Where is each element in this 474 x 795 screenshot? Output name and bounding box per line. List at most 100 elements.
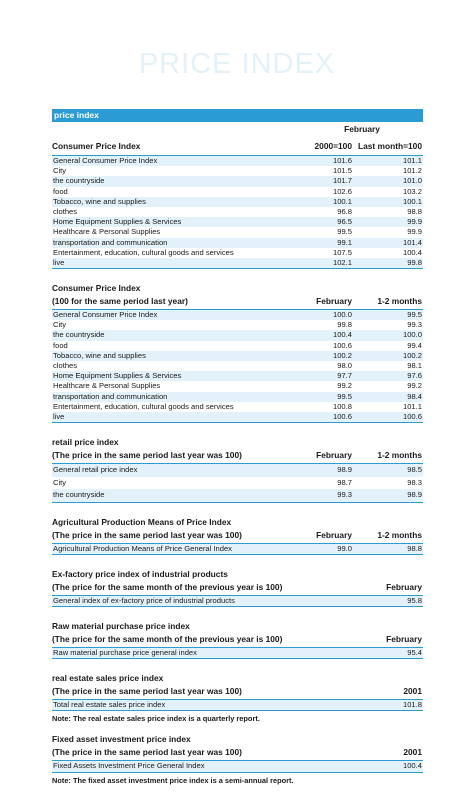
table-row: Home Equipment Supplies & Services 97.7 97… bbox=[52, 371, 423, 382]
row-value: 100.2 bbox=[332, 350, 352, 360]
table-row: food 102.6 103.2 bbox=[52, 187, 423, 197]
table-row: Healthcare & Personal Supplies 99.2 99.2 bbox=[52, 381, 423, 391]
row-value: 102.1 bbox=[332, 257, 352, 267]
table-row: the countryside 101.7 101.0 bbox=[52, 176, 423, 187]
row-label: the countryside bbox=[53, 330, 105, 340]
row-value: 99.0 bbox=[337, 543, 352, 553]
row-label: transportation and communication bbox=[53, 391, 168, 401]
table-body: General Consumer Price Index 100.0 99.5 Cit… bbox=[52, 309, 423, 424]
row-value: 101.5 bbox=[332, 166, 352, 176]
column-header-row: (The price in the same period last year … bbox=[52, 747, 423, 758]
column-header: February bbox=[316, 529, 352, 540]
row-label: the countryside bbox=[53, 176, 105, 186]
column-header-row: (The price in the same period last year … bbox=[52, 530, 423, 541]
footnote: Note: The fixed asset investment price i… bbox=[52, 775, 294, 785]
row-label: Tobacco, wine and supplies bbox=[53, 196, 146, 206]
table-row: live 100.6 100.6 bbox=[52, 411, 423, 424]
month-header-row: February bbox=[52, 124, 423, 135]
section-subtitle: (The price in the same period last year … bbox=[52, 450, 242, 461]
table-row: the countryside 99.3 98.9 bbox=[52, 489, 423, 503]
table-row: Healthcare & Personal Supplies 99.5 99.9 bbox=[52, 227, 423, 237]
section-real-estate: real estate sales price index (The price… bbox=[52, 673, 423, 724]
row-value: 100.1 bbox=[402, 196, 422, 206]
section-cpi-yoy: Consumer Price Index (100 for the same p… bbox=[52, 283, 423, 424]
row-label: Home Equipment Supplies & Services bbox=[53, 217, 182, 227]
table-row: live 102.1 99.8 bbox=[52, 257, 423, 270]
row-label: Healthcare & Personal Supplies bbox=[53, 381, 161, 391]
column-header: February bbox=[386, 581, 422, 592]
section-retail: retail price index (The price in the sam… bbox=[52, 437, 423, 503]
table-row: General index of ex-factory price of ind… bbox=[52, 594, 423, 607]
row-label: City bbox=[53, 320, 67, 330]
row-value: 100.6 bbox=[332, 411, 352, 421]
row-label: food bbox=[53, 186, 68, 196]
row-label: clothes bbox=[53, 206, 78, 216]
row-label: live bbox=[53, 411, 65, 421]
row-value: 97.7 bbox=[337, 371, 352, 381]
row-label: General index of ex-factory price of ind… bbox=[53, 595, 235, 605]
row-value: 100.4 bbox=[402, 761, 422, 771]
row-value: 100.4 bbox=[402, 247, 422, 257]
table-row: food 100.6 99.4 bbox=[52, 341, 423, 351]
row-label: General Consumer Price Index bbox=[53, 156, 158, 165]
section-title: real estate sales price index bbox=[52, 673, 164, 684]
table-row: clothes 98.0 98.1 bbox=[52, 361, 423, 371]
table-row: General Consumer Price Index 100.0 99.5 bbox=[52, 309, 423, 321]
row-value: 98.3 bbox=[407, 477, 422, 487]
column-header: Last month=100 bbox=[358, 141, 422, 151]
row-label: food bbox=[53, 340, 68, 350]
row-label: Entertainment, education, cultural goods… bbox=[53, 401, 234, 411]
row-value: 98.4 bbox=[407, 391, 422, 401]
row-value: 100.6 bbox=[332, 340, 352, 350]
row-value: 98.5 bbox=[407, 465, 422, 475]
table-body: General Consumer Price Index 101.6 101.1 Ci… bbox=[52, 155, 423, 270]
row-label: Tobacco, wine and supplies bbox=[53, 350, 146, 360]
section-raw-material: Raw material purchase price index (The p… bbox=[52, 621, 423, 660]
section-subtitle: (The price for the same month of the pre… bbox=[52, 634, 283, 644]
section-subtitle: (The price for the same month of the pre… bbox=[52, 581, 283, 592]
column-header-row: (The price in the same period last year … bbox=[52, 686, 423, 697]
row-label: Home Equipment Supplies & Services bbox=[53, 371, 182, 381]
column-header: February bbox=[316, 296, 352, 307]
row-value: 96.8 bbox=[337, 206, 352, 216]
table-row: Tobacco, wine and supplies 100.2 100.2 bbox=[52, 350, 423, 361]
footnote: Note: The real estate sales price index … bbox=[52, 714, 260, 724]
table-row: General Consumer Price Index 101.6 101.1 bbox=[52, 155, 423, 167]
section-bar: price index bbox=[52, 109, 423, 122]
row-value: 99.3 bbox=[407, 320, 422, 330]
row-value: 99.9 bbox=[407, 227, 422, 237]
row-value: 101.0 bbox=[402, 176, 422, 186]
section-agricultural: Agricultural Production Means of Price I… bbox=[52, 517, 423, 555]
table-row: the countryside 100.4 100.0 bbox=[52, 330, 423, 341]
table-row: City 99.8 99.3 bbox=[52, 320, 423, 330]
column-header: February bbox=[316, 450, 352, 461]
row-value: 102.6 bbox=[332, 186, 352, 196]
row-label: clothes bbox=[53, 361, 78, 370]
table-row: transportation and communication 99.5 98.4 bbox=[52, 391, 423, 402]
table-body: Agricultural Production Means of Price G… bbox=[52, 542, 423, 555]
column-header-row: Consumer Price Index 2000=100 Last month… bbox=[52, 141, 423, 152]
table-row: Home Equipment Supplies & Services 96.5 99… bbox=[52, 217, 423, 228]
row-value: 97.6 bbox=[407, 371, 422, 381]
row-value: 99.5 bbox=[337, 227, 352, 237]
row-label: City bbox=[53, 477, 67, 487]
row-value: 101.7 bbox=[332, 176, 352, 186]
section-title: Raw material purchase price index bbox=[52, 621, 190, 631]
row-value: 98.9 bbox=[337, 465, 352, 475]
section-subtitle: (The price in the same period last year … bbox=[52, 529, 242, 540]
row-value: 101.1 bbox=[402, 401, 422, 411]
section-subtitle: (The price in the same period last year … bbox=[52, 686, 242, 697]
row-value: 99.5 bbox=[407, 310, 422, 320]
column-header: 1-2 months bbox=[377, 296, 422, 307]
row-value: 98.0 bbox=[337, 361, 352, 370]
row-value: 98.8 bbox=[407, 206, 422, 216]
row-value: 95.4 bbox=[407, 648, 422, 657]
row-value: 100.0 bbox=[402, 330, 422, 340]
table-body: Total real estate sales price index 101.8 bbox=[52, 699, 423, 712]
section-title: Consumer Price Index bbox=[52, 141, 141, 151]
row-label: City bbox=[53, 166, 67, 176]
row-value: 99.2 bbox=[407, 381, 422, 391]
section-ex-factory: Ex-factory price index of industrial pro… bbox=[52, 569, 423, 607]
table-body: General index of ex-factory price of ind… bbox=[52, 594, 423, 607]
row-value: 100.8 bbox=[332, 401, 352, 411]
